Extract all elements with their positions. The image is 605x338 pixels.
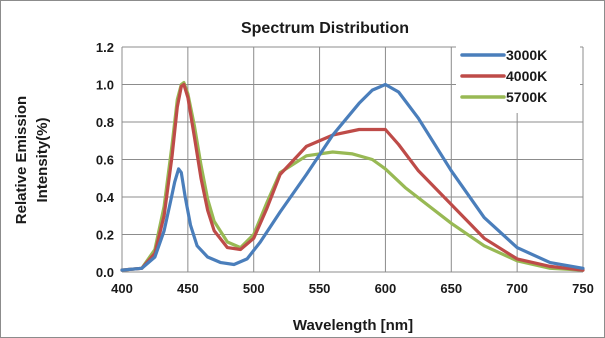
series-lines [120, 81, 585, 272]
y-tick-label: 0.2 [96, 228, 114, 243]
x-tick-label: 400 [111, 281, 133, 296]
series-line-4000k [120, 82, 585, 272]
chart-title: Spectrum Distribution [241, 20, 409, 37]
y-tick-label: 1.0 [96, 78, 114, 93]
x-tick-label: 450 [177, 281, 199, 296]
x-tick-label: 700 [506, 281, 528, 296]
legend-label: 5700K [506, 89, 547, 105]
y-axis-label-line-1: Relative Emission [13, 96, 30, 224]
series-line-3000k [120, 82, 585, 272]
y-tick-label: 0.6 [96, 153, 114, 168]
x-tick-label: 750 [572, 281, 594, 296]
legend-label: 3000K [506, 47, 547, 63]
y-tick-label: 1.2 [96, 40, 114, 55]
y-tick-label: 0.4 [96, 190, 115, 205]
tick-labels: 400 450 500 550 600 650 700 750 0.0 0.2 0.4 0.6 0.8 1… [96, 40, 594, 296]
y-tick-label: 0.8 [96, 115, 114, 130]
y-axis-label: Relative Emission Intensity(%) [13, 96, 51, 224]
x-axis-label: Wavelength [nm] [293, 317, 413, 334]
x-tick-label: 650 [440, 281, 462, 296]
x-tick-label: 550 [309, 281, 331, 296]
axes [121, 47, 583, 273]
x-tick-label: 500 [243, 281, 265, 296]
legend: 3000K 4000K 5700K [456, 43, 580, 113]
y-tick-label: 0.0 [96, 265, 114, 280]
x-tick-label: 600 [375, 281, 397, 296]
legend-label: 4000K [506, 68, 547, 84]
y-axis-label-line-2: Intensity(%) [34, 117, 51, 202]
